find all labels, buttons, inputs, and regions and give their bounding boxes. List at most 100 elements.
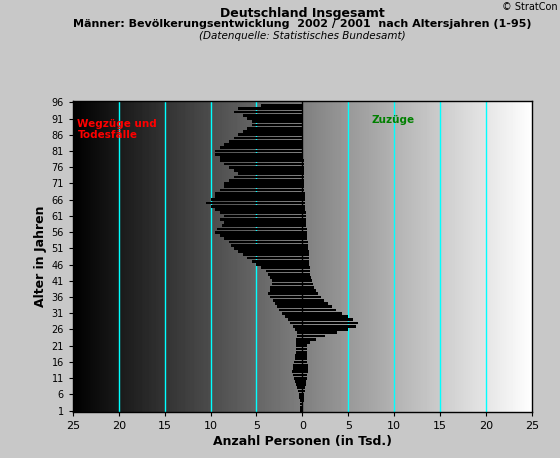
Bar — [222, 224, 302, 227]
Bar — [215, 153, 302, 156]
Bar — [302, 367, 308, 370]
Bar — [234, 169, 302, 172]
Bar — [220, 218, 302, 221]
Text: Zuzüge: Zuzüge — [371, 115, 414, 125]
Bar — [238, 172, 302, 175]
Bar — [302, 399, 304, 402]
Bar — [293, 364, 302, 366]
Bar — [234, 136, 302, 139]
Bar — [302, 237, 307, 240]
Bar — [302, 136, 304, 139]
Bar — [242, 114, 302, 117]
Bar — [297, 335, 302, 338]
Bar — [302, 305, 332, 308]
Bar — [302, 179, 304, 182]
Bar — [302, 253, 309, 256]
Bar — [300, 403, 302, 405]
Bar — [225, 221, 302, 224]
Bar — [302, 156, 304, 159]
Bar — [234, 175, 302, 178]
Bar — [302, 240, 308, 243]
Bar — [225, 185, 302, 188]
Bar — [215, 208, 302, 211]
Bar — [211, 198, 302, 201]
Bar — [302, 309, 337, 311]
Bar — [300, 399, 302, 402]
Bar — [302, 228, 307, 230]
Y-axis label: Alter in Jahren: Alter in Jahren — [34, 206, 47, 307]
Bar — [302, 283, 312, 285]
Bar — [302, 205, 305, 207]
Bar — [302, 374, 307, 376]
Bar — [270, 286, 302, 289]
Bar — [302, 231, 307, 234]
Bar — [296, 344, 302, 347]
Bar — [302, 396, 304, 399]
Bar — [302, 348, 307, 350]
Bar — [261, 104, 302, 107]
Bar — [302, 166, 304, 169]
Bar — [220, 234, 302, 237]
Bar — [293, 367, 302, 370]
Bar — [302, 127, 304, 130]
Bar — [302, 393, 304, 396]
Bar — [302, 234, 307, 237]
Bar — [302, 354, 307, 357]
Bar — [295, 357, 302, 360]
Bar — [225, 182, 302, 185]
Bar — [234, 247, 302, 250]
Bar — [302, 257, 309, 260]
Bar — [302, 202, 305, 204]
Bar — [294, 360, 302, 363]
Bar — [298, 396, 302, 399]
Bar — [295, 380, 302, 383]
Bar — [302, 267, 310, 269]
Bar — [217, 228, 302, 230]
Bar — [252, 120, 302, 123]
Bar — [302, 338, 316, 341]
Bar — [220, 156, 302, 159]
Bar — [302, 341, 310, 344]
Bar — [285, 315, 302, 318]
Bar — [302, 218, 306, 221]
Bar — [225, 237, 302, 240]
Bar — [272, 279, 302, 282]
Bar — [220, 189, 302, 191]
Bar — [225, 163, 302, 165]
Bar — [302, 192, 305, 195]
Bar — [252, 260, 302, 263]
Bar — [302, 325, 356, 327]
Bar — [300, 409, 302, 412]
Bar — [302, 172, 304, 175]
Bar — [302, 211, 306, 214]
Bar — [302, 163, 304, 165]
Bar — [282, 312, 302, 315]
Bar — [231, 244, 302, 246]
Bar — [302, 360, 307, 363]
Bar — [293, 325, 302, 327]
Bar — [296, 383, 302, 386]
Bar — [242, 130, 302, 133]
Bar — [229, 140, 302, 143]
Bar — [302, 289, 316, 292]
Bar — [302, 387, 305, 389]
Bar — [302, 318, 353, 321]
Bar — [268, 273, 302, 276]
Bar — [302, 140, 304, 143]
Bar — [293, 374, 302, 376]
Bar — [302, 302, 328, 305]
Bar — [270, 289, 302, 292]
Bar — [302, 328, 348, 331]
Bar — [277, 305, 302, 308]
Bar — [302, 250, 309, 253]
Bar — [270, 296, 302, 299]
Bar — [302, 147, 304, 149]
Bar — [302, 153, 304, 156]
Bar — [292, 370, 302, 373]
Bar — [296, 351, 302, 354]
Bar — [211, 205, 302, 207]
Bar — [248, 117, 302, 120]
Text: © StratCon: © StratCon — [502, 2, 557, 12]
Bar — [302, 263, 309, 266]
Bar — [302, 377, 307, 380]
